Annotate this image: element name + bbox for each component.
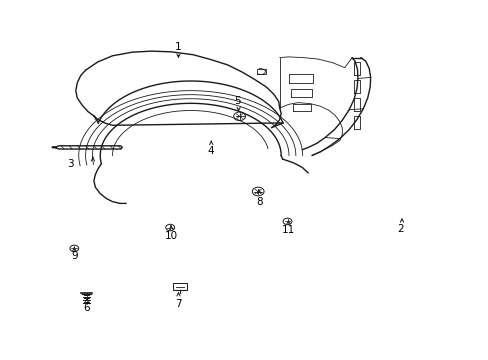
Text: 7: 7 [175, 299, 182, 309]
Text: 3: 3 [67, 159, 74, 169]
Text: 5: 5 [233, 96, 240, 106]
Text: 1: 1 [175, 42, 182, 52]
Text: 2: 2 [397, 224, 404, 234]
Text: 6: 6 [83, 303, 90, 313]
Text: 10: 10 [164, 231, 177, 241]
FancyBboxPatch shape [173, 283, 186, 290]
Text: 4: 4 [206, 146, 213, 156]
Text: 9: 9 [71, 251, 78, 261]
Text: 11: 11 [281, 225, 295, 235]
Text: 8: 8 [255, 197, 262, 207]
